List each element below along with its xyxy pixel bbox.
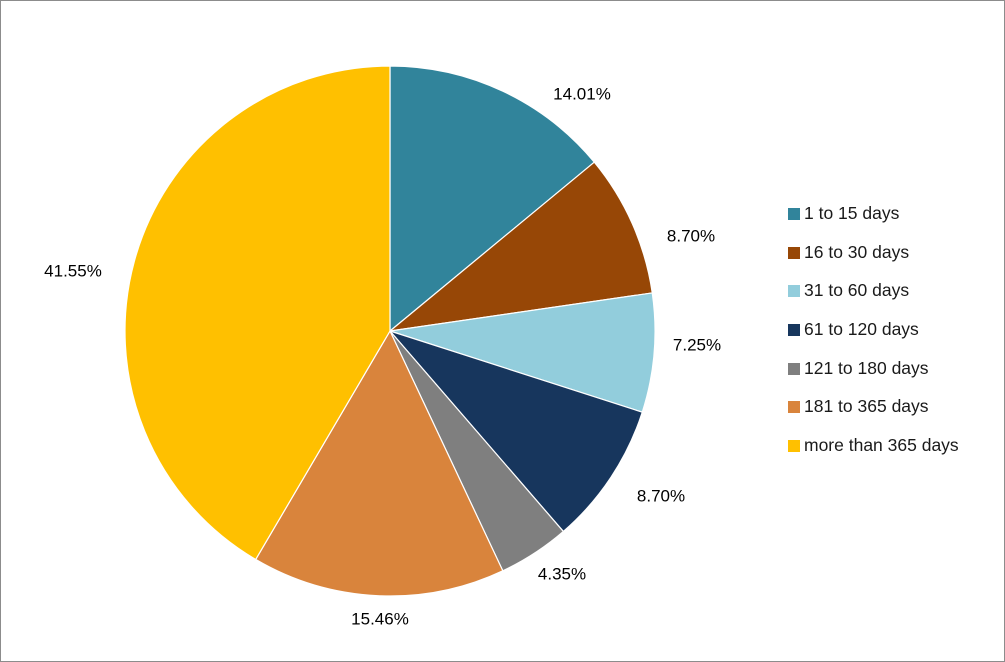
legend: 1 to 15 days 16 to 30 days 31 to 60 days 61… [788,203,959,474]
legend-item-more-than-365-days: more than 365 days [788,435,959,474]
legend-item-121-to-180-days: 121 to 180 days [788,358,959,397]
legend-swatch [788,285,800,298]
legend-label: 181 to 365 days [804,396,929,417]
legend-item-181-to-365-days: 181 to 365 days [788,396,959,435]
data-label-181-to-365-days: 15.46% [351,609,409,628]
data-label-1-to-15-days: 14.01% [553,84,611,103]
legend-item-16-to-30-days: 16 to 30 days [788,242,959,281]
data-label-61-to-120-days: 8.70% [637,486,685,505]
data-label-16-to-30-days: 8.70% [667,226,715,245]
legend-item-31-to-60-days: 31 to 60 days [788,280,959,319]
legend-item-61-to-120-days: 61 to 120 days [788,319,959,358]
pie-slice-61-to-120-days [388,329,644,533]
legend-label: 31 to 60 days [804,280,910,301]
legend-label: 1 to 15 days [804,203,900,223]
legend-label: 121 to 180 days [804,357,929,378]
legend-swatch [788,440,800,453]
data-label-121-to-180-days: 4.35% [538,564,586,583]
pie-data-labels: 14.01% 8.70% 7.25% 8.70% 4.35% 15.46% 41.55% [44,84,721,628]
pie-slice-16-to-30-days [387,161,653,332]
pie-slice-1-to-15-days [389,65,596,333]
legend-label: 16 to 30 days [804,241,910,262]
legend-item-1-to-15-days: 1 to 15 days [788,203,959,242]
legend-swatch [788,324,800,337]
data-label-31-to-60-days: 7.25% [673,335,721,354]
pie-slice-181-to-365-days [254,329,504,597]
pie-slice-more-than-365-days [124,65,391,561]
pie-slices [124,65,656,597]
legend-swatch [788,362,800,375]
pie-slice-31-to-60-days [389,292,656,413]
legend-swatch [788,401,800,414]
legend-swatch [788,208,800,220]
data-label-more-than-365-days: 41.55% [44,261,102,280]
legend-label: more than 365 days [804,435,959,456]
legend-label: 61 to 120 days [804,319,919,340]
legend-swatch [788,246,800,259]
